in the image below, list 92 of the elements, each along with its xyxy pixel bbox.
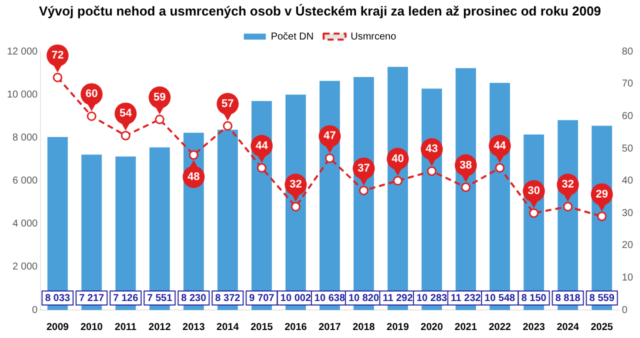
- point: [324, 153, 334, 163]
- data-label: 7 217: [79, 292, 105, 304]
- x-tick-label: 2011: [114, 322, 137, 333]
- bar: [217, 130, 238, 310]
- y2-tick-label: 60: [622, 110, 634, 122]
- data-label: 10 283: [416, 292, 448, 304]
- x-tick-label: 2009: [46, 322, 70, 333]
- data-label: 44: [256, 140, 269, 152]
- data-label: 40: [392, 152, 404, 165]
- data-label: 60: [85, 88, 98, 100]
- data-label: 8 372: [215, 292, 241, 304]
- data-label: 10 548: [484, 292, 516, 304]
- point: [427, 166, 437, 176]
- bar: [149, 147, 170, 310]
- x-tick-label: 2016: [284, 322, 308, 333]
- y-tick-label: 12 000: [6, 46, 38, 58]
- x-tick-label: 2014: [216, 322, 240, 333]
- data-label: 8 559: [589, 292, 615, 304]
- x-tick-label: 2018: [352, 322, 376, 333]
- y2-tick-label: 80: [622, 46, 634, 58]
- x-tick-label: 2012: [148, 322, 172, 333]
- data-label: 44: [494, 140, 507, 152]
- y2-tick-label: 10: [622, 272, 634, 284]
- data-label: 11 232: [450, 292, 482, 304]
- bar: [115, 156, 136, 310]
- point: [290, 202, 300, 212]
- bar: [47, 137, 68, 310]
- x-tick-label: 2019: [386, 322, 410, 333]
- data-label: 59: [154, 91, 166, 104]
- data-label: 30: [528, 185, 540, 198]
- data-label: 48: [188, 170, 200, 183]
- data-label: 37: [358, 162, 370, 175]
- data-label: 8 230: [181, 292, 207, 304]
- data-label: 38: [460, 159, 472, 172]
- legend-label: Počet DN: [270, 31, 314, 42]
- data-label: 8 818: [555, 292, 581, 304]
- data-label: 8 033: [45, 292, 71, 304]
- data-label: 11 292: [382, 292, 414, 304]
- point: [52, 72, 62, 82]
- point: [120, 130, 130, 140]
- point: [461, 182, 471, 192]
- point: [256, 163, 266, 173]
- data-label: 29: [596, 188, 608, 200]
- y-tick-label: 2 000: [12, 262, 38, 273]
- point: [393, 176, 403, 186]
- x-tick-label: 2013: [182, 322, 206, 333]
- data-label: 57: [222, 98, 234, 110]
- x-tick-label: 2010: [80, 322, 104, 333]
- data-label: 10 820: [348, 292, 380, 304]
- x-tick-label: 2015: [250, 322, 274, 333]
- point: [188, 150, 198, 160]
- x-tick-label: 2022: [488, 322, 512, 333]
- data-label: 9 707: [249, 292, 275, 304]
- point: [563, 202, 573, 212]
- x-tick-label: 2024: [556, 322, 580, 333]
- x-tick-label: 2023: [522, 322, 546, 333]
- point: [529, 208, 539, 218]
- y-tick-label: 0: [32, 304, 38, 316]
- y-tick-label: 4 000: [12, 218, 38, 230]
- x-tick-label: 2017: [318, 322, 342, 333]
- y2-tick-label: 40: [622, 176, 634, 187]
- y2-tick-label: 30: [622, 208, 634, 219]
- data-label: 32: [562, 178, 574, 191]
- y-tick-label: 10 000: [6, 89, 38, 100]
- x-tick-label: 2025: [590, 322, 614, 333]
- data-label: 72: [51, 49, 64, 62]
- y2-tick-label: 50: [622, 143, 634, 154]
- data-label: 10 638: [314, 292, 346, 304]
- chart-title: Vývoj počtu nehod a usmrcených osob v Ústeckém kraji za leden až prosinec od roku 2009: [38, 3, 602, 18]
- point: [597, 212, 607, 222]
- y-tick-label: 6 000: [12, 176, 38, 187]
- data-label: 54: [120, 108, 133, 120]
- x-tick-label: 2021: [454, 322, 478, 333]
- point: [222, 121, 232, 131]
- bar: [81, 154, 102, 310]
- y2-tick-label: 70: [622, 78, 634, 90]
- data-label: 7 551: [147, 292, 173, 304]
- data-label: 10 002: [280, 292, 312, 304]
- legend-label: Usmrceno: [350, 31, 397, 42]
- data-label: 32: [290, 178, 302, 191]
- y-tick-label: 8 000: [12, 132, 38, 144]
- x-tick-label: 2020: [420, 322, 444, 333]
- point: [359, 186, 368, 196]
- y2-tick-label: 20: [622, 240, 634, 252]
- point: [86, 111, 96, 121]
- data-label: 47: [324, 130, 336, 142]
- data-label: 43: [426, 143, 438, 156]
- y2-tick-label: 0: [622, 304, 628, 316]
- point: [154, 114, 164, 124]
- data-label: 8 150: [521, 292, 547, 304]
- point: [495, 163, 505, 173]
- data-label: 7 126: [113, 292, 139, 304]
